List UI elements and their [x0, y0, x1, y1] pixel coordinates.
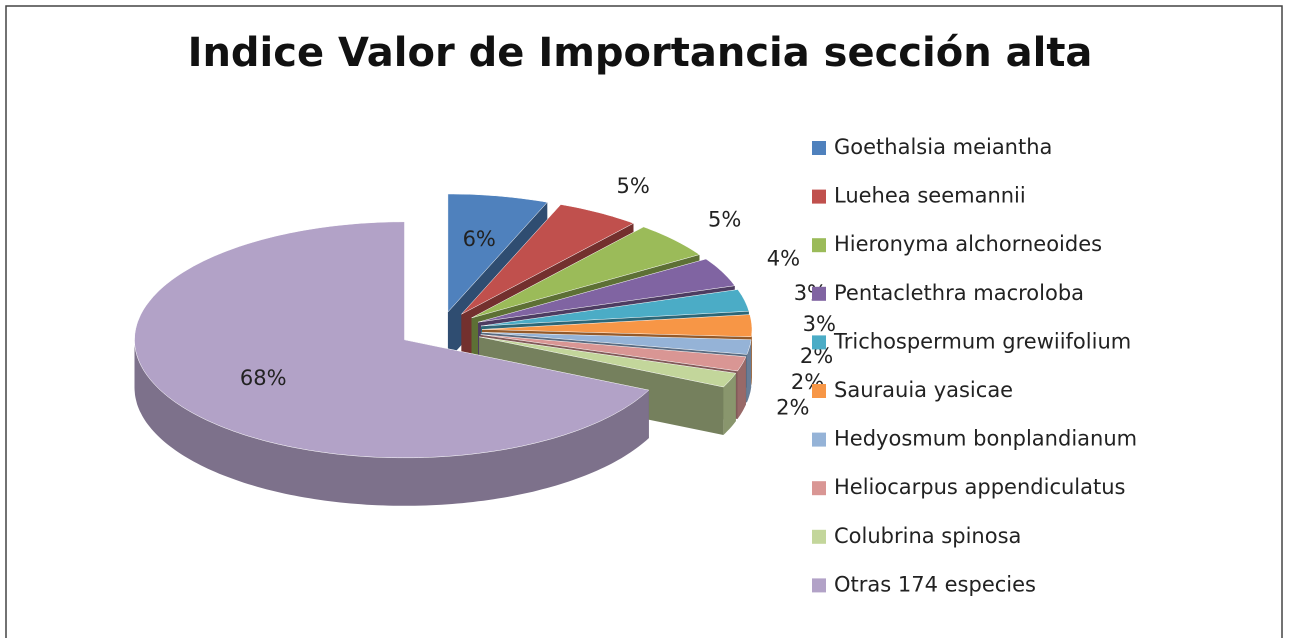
- data-label: 5%: [617, 174, 650, 198]
- slice: [471, 226, 701, 319]
- legend-label: Hieronyma alchorneoides: [834, 232, 1102, 256]
- legend-label: Pentaclethra macroloba: [834, 281, 1084, 305]
- slice-side: [746, 339, 752, 403]
- slice: [447, 193, 548, 313]
- legend-label: Saurauia yasicae: [834, 378, 1013, 402]
- chart-title: Indice Valor de Importancia sección alta: [188, 30, 1093, 76]
- data-label: 6%: [463, 227, 496, 251]
- slice: [477, 258, 736, 323]
- slice: [481, 314, 753, 338]
- slice: [481, 332, 752, 355]
- legend-label: Trichospermum grewiifolium: [833, 329, 1131, 353]
- legend-label: Otras 174 especies: [834, 572, 1036, 596]
- legend-label: Colubrina spinosa: [834, 524, 1021, 548]
- slice: [461, 204, 635, 315]
- data-label: 2%: [776, 396, 809, 420]
- slice-side: [737, 356, 746, 419]
- slice: [480, 289, 750, 327]
- slice: [479, 336, 737, 388]
- legend-swatch: [812, 335, 826, 350]
- legend-swatch: [812, 286, 826, 301]
- data-label: 68%: [240, 366, 287, 390]
- slice-side: [723, 373, 736, 435]
- legend-swatch: [812, 189, 826, 204]
- legend-swatch: [812, 432, 826, 447]
- data-label: 4%: [767, 246, 800, 270]
- slice: [134, 221, 650, 459]
- legend-label: Heliocarpus appendiculatus: [834, 475, 1126, 499]
- slice-side: [134, 339, 649, 506]
- legend-label: Hedyosmum bonplandianum: [834, 427, 1137, 451]
- legend-swatch: [812, 578, 826, 593]
- legend-swatch: [812, 141, 826, 155]
- legend-swatch: [812, 238, 826, 253]
- legend-swatch: [812, 384, 826, 398]
- legend-label: Goethalsia meiantha: [834, 135, 1052, 159]
- slice-side: [751, 329, 752, 385]
- slice: [480, 334, 747, 372]
- data-label: 3%: [803, 312, 836, 336]
- legend-swatch: [812, 481, 826, 496]
- legend-label: Luehea seemannii: [834, 184, 1026, 208]
- data-label: 5%: [708, 207, 741, 231]
- legend-swatch: [812, 529, 826, 544]
